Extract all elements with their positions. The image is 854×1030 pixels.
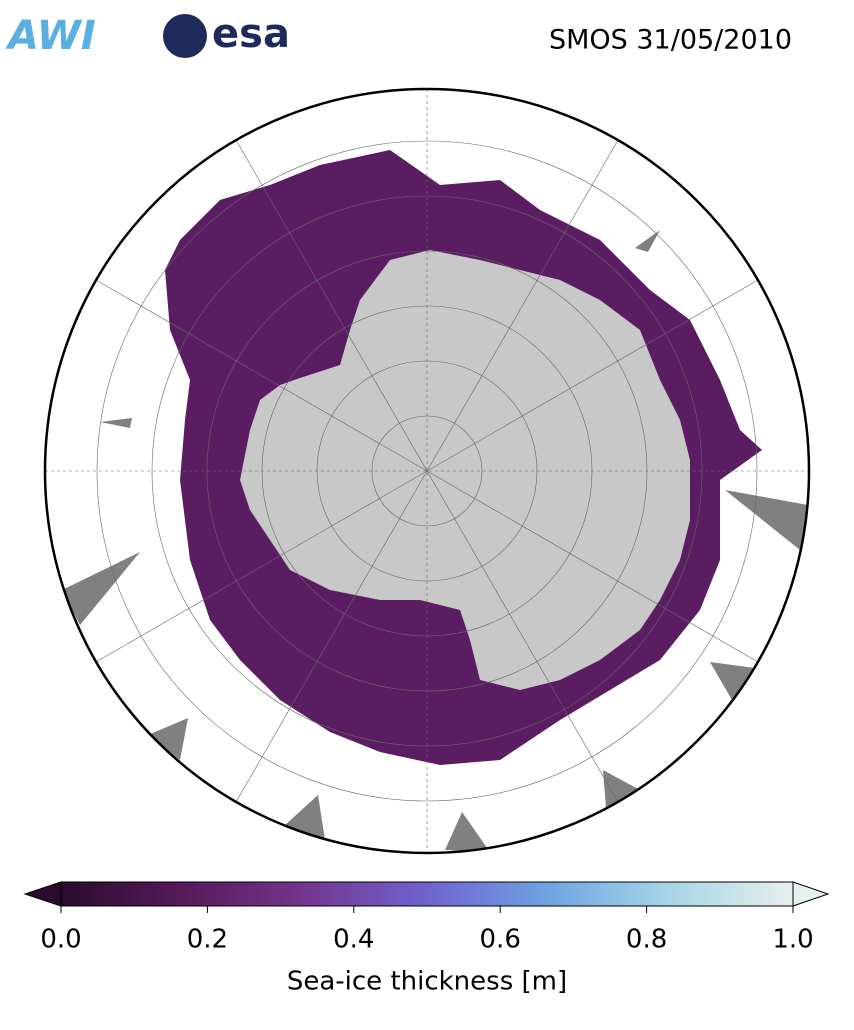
map-frame <box>43 87 811 855</box>
colorbar <box>23 881 830 913</box>
esa-emblem <box>163 14 207 58</box>
tick-label: 1.0 <box>772 925 813 955</box>
colorbar-under <box>23 881 62 907</box>
map <box>45 89 809 853</box>
tick-label: 0.8 <box>626 925 667 955</box>
awi-logo: AWI <box>5 13 96 59</box>
colorbar-label: Sea-ice thickness [m] <box>287 967 567 997</box>
colorbar-over <box>792 881 830 907</box>
tick-label: 0.4 <box>333 925 374 955</box>
title: SMOS 31/05/2010 <box>549 25 792 56</box>
esa-logo: esa <box>212 11 290 57</box>
graticule <box>45 89 809 853</box>
land <box>62 230 808 852</box>
antarctica <box>240 250 690 690</box>
tick-label: 0.2 <box>187 925 228 955</box>
colorbar-body <box>60 881 794 907</box>
tick-label: 0.0 <box>40 925 81 955</box>
tick-label: 0.6 <box>480 925 521 955</box>
